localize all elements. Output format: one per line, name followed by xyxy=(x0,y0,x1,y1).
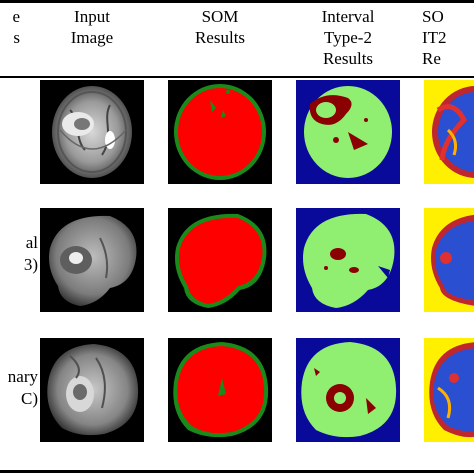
som-result-row1 xyxy=(168,80,272,184)
it2-result-row2 xyxy=(296,208,400,312)
input-image-row1 xyxy=(40,80,144,184)
input-image-row2 xyxy=(40,208,144,312)
it2-result-row3 xyxy=(296,338,400,442)
row-label-3: nary C) xyxy=(7,367,38,408)
som-it2-result-row2 xyxy=(424,208,474,312)
som-it2-result-row3 xyxy=(424,338,474,442)
header-input-image: Input Image xyxy=(70,7,114,47)
header-som-results: SOM Results xyxy=(194,7,246,47)
bottom-rule xyxy=(0,470,474,473)
header-som-it2-results: SO IT2 Re xyxy=(422,7,447,68)
som-it2-result-row1 xyxy=(424,80,474,184)
top-rule xyxy=(0,0,474,3)
it2-result-row1 xyxy=(296,80,400,184)
header-interval-type2-results: Interval Type-2 Results xyxy=(321,7,375,68)
input-image-row3 xyxy=(40,338,144,442)
row-label-2: al 3) xyxy=(23,233,38,274)
header-rule xyxy=(0,76,474,78)
header-case-label: e s xyxy=(12,7,20,47)
som-result-row3 xyxy=(168,338,272,442)
som-result-row2 xyxy=(168,208,272,312)
